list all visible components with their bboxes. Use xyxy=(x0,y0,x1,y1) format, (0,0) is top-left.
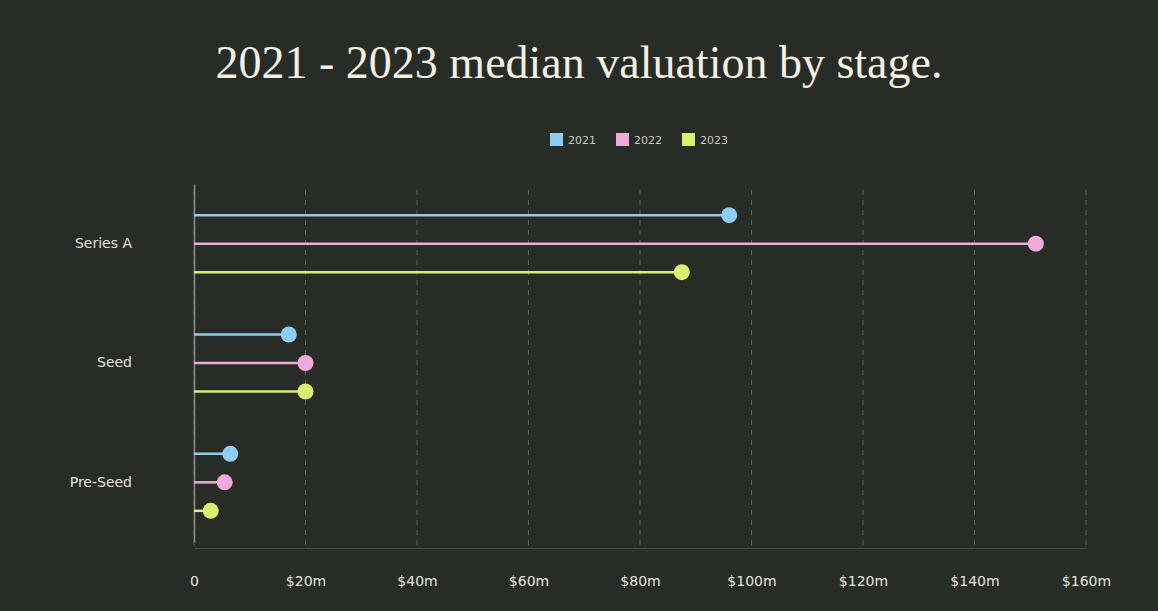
x-tick-label: $140m xyxy=(950,573,999,589)
x-tick-label: $120m xyxy=(839,573,888,589)
chart: 2021 - 2023 median valuation by stage. 0 $… xyxy=(0,0,1158,611)
series xyxy=(194,236,1044,491)
y-tick: Series A xyxy=(75,235,194,251)
legend-swatch xyxy=(550,133,563,146)
legend-item: 2022 xyxy=(616,133,662,147)
x-axis: 0 $20m $40m $60m $80m $100m $120m $140m $160m xyxy=(190,548,1111,589)
x-tick: $80m xyxy=(620,548,660,589)
category-label: Seed xyxy=(97,354,132,370)
grid-line xyxy=(1086,190,1087,548)
x-tick: $20m xyxy=(286,548,326,589)
legend-label: 2021 xyxy=(568,134,596,147)
title: 2021 - 2023 median valuation by stage. xyxy=(216,37,943,88)
y-tick: Pre-Seed xyxy=(70,474,194,490)
lollipop-stem xyxy=(194,271,682,274)
x-tick: 0 xyxy=(190,548,199,589)
category-label: Pre-Seed xyxy=(70,474,132,490)
x-tick-label: 0 xyxy=(190,573,199,589)
lollipop-dot xyxy=(217,474,233,490)
lollipop-dot xyxy=(281,327,297,343)
legend-item: 2023 xyxy=(682,133,728,147)
x-tick: $140m xyxy=(950,548,999,589)
lollipop-dot xyxy=(1028,236,1044,252)
lollipop-stem xyxy=(194,362,306,365)
x-tick: $160m xyxy=(1062,548,1111,589)
x-tick: $60m xyxy=(509,548,549,589)
lollipop-stem xyxy=(194,333,289,336)
legend-swatch xyxy=(616,133,629,146)
lollipop-dot xyxy=(298,384,314,400)
lollipop-dot xyxy=(298,355,314,371)
lollipop-stem xyxy=(194,390,306,393)
x-axis-line xyxy=(195,548,1087,549)
lollipop-dot xyxy=(203,503,219,519)
lollipop-dot xyxy=(674,264,690,280)
x-tick: $40m xyxy=(397,548,437,589)
x-tick-label: $100m xyxy=(727,573,776,589)
x-tick-label: $80m xyxy=(620,573,660,589)
x-tick-label: $40m xyxy=(397,573,437,589)
category-label: Series A xyxy=(75,235,133,251)
series xyxy=(194,207,737,462)
y-axis: Series A Seed Pre-Seed xyxy=(70,185,195,543)
legend-label: 2023 xyxy=(700,134,728,147)
x-tick: $120m xyxy=(839,548,888,589)
legend: 2021 2022 2023 xyxy=(550,133,728,147)
legend-swatch xyxy=(682,133,695,146)
plot-area xyxy=(194,207,1044,519)
lollipop-stem xyxy=(194,214,729,217)
lollipop-stem xyxy=(194,242,1036,245)
lollipop-dot xyxy=(222,446,238,462)
x-tick-label: $160m xyxy=(1062,573,1111,589)
x-tick: $100m xyxy=(727,548,776,589)
background xyxy=(0,0,1158,611)
y-tick: Seed xyxy=(97,354,194,370)
grid xyxy=(194,190,1086,548)
lollipop-dot xyxy=(721,207,737,223)
legend-label: 2022 xyxy=(634,134,662,147)
x-tick-label: $20m xyxy=(286,573,326,589)
x-tick-label: $60m xyxy=(509,573,549,589)
legend-item: 2021 xyxy=(550,133,596,147)
series xyxy=(194,264,690,519)
